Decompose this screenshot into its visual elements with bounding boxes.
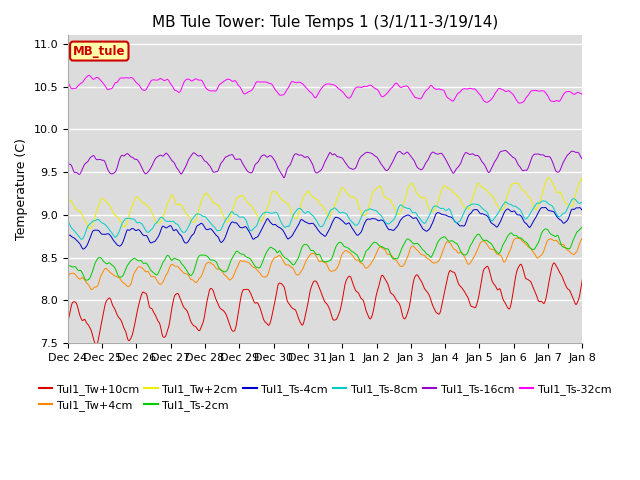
Line: Tul1_Tw+4cm: Tul1_Tw+4cm: [68, 238, 582, 289]
Tul1_Ts-8cm: [328, 207, 335, 213]
Tul1_Tw+2cm: [328, 210, 335, 216]
Tul1_Tw+4cm: [419, 252, 427, 258]
Line: Tul1_Ts-16cm: Tul1_Ts-16cm: [68, 151, 582, 178]
Tul1_Tw+10cm: [156, 323, 164, 328]
Tul1_Tw+10cm: [74, 304, 81, 310]
Tul1_Ts-4cm: [541, 204, 549, 210]
Tul1_Tw+2cm: [156, 219, 164, 225]
Line: Tul1_Ts-32cm: Tul1_Ts-32cm: [68, 75, 582, 103]
Tul1_Ts-4cm: [64, 232, 72, 238]
Line: Tul1_Ts-8cm: Tul1_Ts-8cm: [68, 199, 582, 239]
Tul1_Tw+2cm: [546, 175, 554, 181]
Text: MB_tule: MB_tule: [73, 45, 125, 58]
Tul1_Ts-2cm: [297, 248, 305, 253]
Tul1_Ts-16cm: [419, 166, 427, 171]
Tul1_Ts-8cm: [419, 219, 427, 225]
Tul1_Ts-4cm: [579, 207, 586, 213]
Tul1_Tw+10cm: [297, 321, 305, 326]
Tul1_Tw+4cm: [297, 269, 305, 275]
Tul1_Tw+2cm: [86, 226, 94, 232]
Tul1_Ts-32cm: [516, 100, 524, 106]
Tul1_Ts-8cm: [156, 215, 164, 221]
Tul1_Ts-4cm: [74, 238, 81, 244]
Tul1_Ts-16cm: [64, 160, 72, 166]
Tul1_Tw+4cm: [88, 287, 95, 292]
Tul1_Ts-2cm: [64, 263, 72, 268]
Tul1_Tw+2cm: [297, 204, 305, 209]
Tul1_Ts-32cm: [419, 93, 427, 98]
Tul1_Ts-2cm: [579, 225, 586, 230]
Tul1_Ts-4cm: [79, 246, 87, 252]
Tul1_Ts-8cm: [579, 200, 586, 205]
Tul1_Ts-8cm: [64, 219, 72, 225]
Legend: Tul1_Tw+10cm, Tul1_Tw+4cm, Tul1_Tw+2cm, Tul1_Ts-2cm, Tul1_Ts-4cm, Tul1_Ts-8cm, T: Tul1_Tw+10cm, Tul1_Tw+4cm, Tul1_Tw+2cm, …: [35, 379, 616, 416]
Tul1_Ts-2cm: [419, 247, 427, 252]
Tul1_Tw+4cm: [74, 275, 81, 280]
Tul1_Tw+10cm: [92, 343, 100, 348]
Tul1_Ts-16cm: [297, 152, 305, 158]
Tul1_Ts-8cm: [570, 196, 577, 202]
Tul1_Tw+10cm: [546, 276, 554, 282]
Tul1_Tw+2cm: [74, 207, 81, 213]
Tul1_Ts-8cm: [78, 236, 86, 242]
Tul1_Ts-16cm: [74, 170, 81, 176]
Tul1_Ts-2cm: [83, 277, 90, 283]
Line: Tul1_Ts-2cm: Tul1_Ts-2cm: [68, 228, 582, 280]
Tul1_Ts-16cm: [579, 156, 586, 162]
Tul1_Ts-8cm: [546, 202, 554, 207]
Tul1_Ts-16cm: [501, 148, 509, 154]
Tul1_Tw+2cm: [419, 195, 427, 201]
Y-axis label: Temperature (C): Temperature (C): [15, 138, 28, 240]
Tul1_Ts-32cm: [85, 72, 93, 78]
Tul1_Ts-2cm: [546, 230, 554, 236]
Tul1_Ts-16cm: [280, 175, 288, 180]
Tul1_Ts-2cm: [74, 267, 81, 273]
Tul1_Ts-32cm: [546, 97, 554, 103]
Tul1_Ts-4cm: [297, 217, 305, 223]
Tul1_Ts-16cm: [328, 151, 335, 156]
Tul1_Ts-2cm: [328, 256, 335, 262]
Line: Tul1_Tw+10cm: Tul1_Tw+10cm: [68, 263, 582, 346]
Tul1_Tw+10cm: [419, 281, 427, 287]
Tul1_Ts-2cm: [156, 266, 164, 272]
Tul1_Tw+4cm: [156, 281, 164, 287]
Tul1_Ts-32cm: [156, 76, 164, 82]
Title: MB Tule Tower: Tule Temps 1 (3/1/11-3/19/14): MB Tule Tower: Tule Temps 1 (3/1/11-3/19…: [152, 15, 499, 30]
Tul1_Ts-32cm: [297, 80, 305, 85]
Line: Tul1_Tw+2cm: Tul1_Tw+2cm: [68, 178, 582, 229]
Tul1_Tw+4cm: [328, 268, 335, 274]
Tul1_Ts-8cm: [297, 206, 305, 212]
Tul1_Ts-32cm: [579, 92, 586, 97]
Tul1_Ts-4cm: [156, 229, 164, 235]
Tul1_Tw+4cm: [64, 274, 72, 279]
Tul1_Ts-16cm: [156, 152, 164, 158]
Tul1_Tw+10cm: [550, 260, 558, 266]
Tul1_Tw+10cm: [579, 277, 586, 283]
Tul1_Ts-32cm: [74, 84, 81, 89]
Tul1_Tw+2cm: [64, 197, 72, 203]
Tul1_Tw+4cm: [546, 236, 554, 242]
Tul1_Ts-16cm: [546, 154, 554, 160]
Tul1_Tw+10cm: [328, 312, 335, 318]
Line: Tul1_Ts-4cm: Tul1_Ts-4cm: [68, 207, 582, 249]
Tul1_Tw+4cm: [579, 235, 586, 241]
Tul1_Tw+2cm: [579, 175, 586, 180]
Tul1_Ts-2cm: [578, 225, 586, 230]
Tul1_Ts-8cm: [74, 232, 81, 238]
Tul1_Tw+10cm: [64, 319, 72, 324]
Tul1_Ts-4cm: [328, 222, 335, 228]
Tul1_Ts-32cm: [328, 82, 335, 87]
Tul1_Ts-32cm: [64, 80, 72, 85]
Tul1_Ts-4cm: [419, 226, 427, 232]
Tul1_Ts-4cm: [546, 208, 554, 214]
